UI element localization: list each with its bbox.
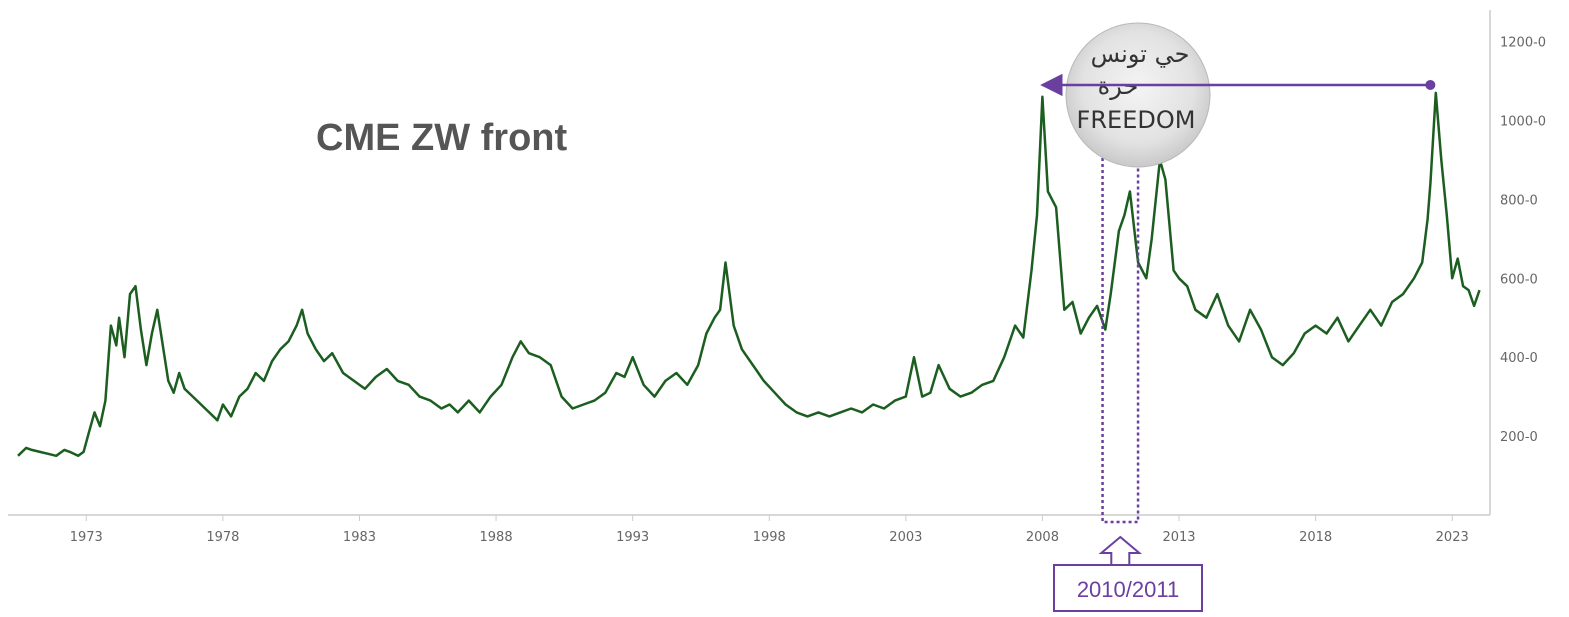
y-tick-label: 200-0 — [1500, 430, 1538, 445]
period-callout-arrow — [1098, 535, 1143, 567]
x-tick-label: 2023 — [1436, 530, 1469, 545]
svg-text:حي تونس: حي تونس — [1091, 40, 1190, 68]
period-highlight-box — [1101, 154, 1140, 524]
wheat-price-series-line — [17, 91, 1481, 458]
chart-title: CME ZW front — [316, 117, 568, 159]
y-tick-label: 1200-0 — [1500, 36, 1546, 51]
period-label-box — [1053, 564, 1203, 612]
y-tick-group: 200-0 400-0 600-0 800-0 1000-0 1200-0 — [1500, 36, 1546, 446]
x-tick-label: 2008 — [1026, 530, 1059, 545]
period-label: 2010/2011 — [1077, 577, 1179, 602]
x-tick-label: 2013 — [1162, 530, 1195, 545]
y-tick-label: 800-0 — [1500, 193, 1538, 208]
y-tick-label: 400-0 — [1500, 351, 1538, 366]
x-tick-label: 1988 — [480, 530, 513, 545]
peak-arrow-origin-dot — [1425, 79, 1436, 90]
x-tick-label: 1993 — [616, 530, 649, 545]
y-tick-label: 600-0 — [1500, 272, 1538, 287]
y-tick-label: 1000-0 — [1500, 114, 1546, 129]
x-tick-label: 1998 — [753, 530, 786, 545]
x-tick-label: 1978 — [206, 530, 239, 545]
x-tick-label: 1983 — [343, 530, 376, 545]
freedom-stamp-image: حي تونس حرة FREEDOM — [1065, 22, 1211, 168]
x-tick-group: 1973 1978 1983 1988 1993 1998 2003 2008 2013 2018… — [70, 515, 1469, 545]
x-tick-label: 2003 — [889, 530, 922, 545]
x-tick-label: 2018 — [1299, 530, 1332, 545]
x-tick-label: 1973 — [70, 530, 103, 545]
svg-text:FREEDOM: FREEDOM — [1077, 106, 1196, 134]
